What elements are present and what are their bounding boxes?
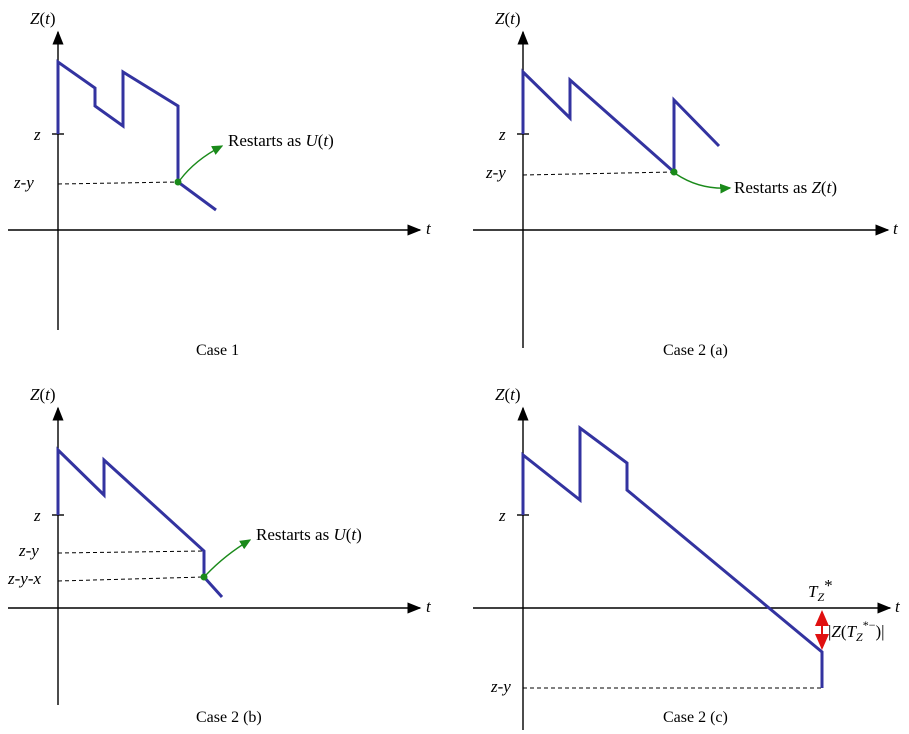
time-label-tz-star: TZ* <box>808 576 833 604</box>
restart-arrow <box>675 173 732 194</box>
overshoot-label: |Z(TZ*−)| <box>828 618 885 644</box>
level-guide-1 <box>57 550 205 554</box>
process-path <box>56 446 224 599</box>
y-axis-label: Z(t) <box>495 9 521 28</box>
y-axis-label: Z(t) <box>30 385 56 404</box>
panel-case-2b: Z(t) t z z-y z-y-x Restarts as U(t) Case… <box>7 385 432 726</box>
restart-arrow <box>205 539 252 576</box>
restart-annotation: Restarts as U(t) <box>228 131 334 150</box>
restart-point <box>200 573 208 581</box>
level-label-z-y-x: z-y-x <box>7 569 41 588</box>
panel-caption: Case 2 (b) <box>196 709 262 726</box>
process-path <box>521 68 721 176</box>
restart-point <box>670 168 678 176</box>
level-label-z-y: z-y <box>13 173 34 192</box>
process-path <box>521 425 824 688</box>
level-label-z: z <box>33 125 41 144</box>
level-label-z-y: z-y <box>485 163 506 182</box>
level-guide <box>522 171 675 176</box>
level-label-z: z <box>498 506 506 525</box>
level-label-z: z <box>33 506 41 525</box>
panel-case-2c: Z(t) t z z-y TZ* |Z(TZ*−)| Case 2 (c) <box>473 385 901 730</box>
panel-caption: Case 1 <box>196 342 239 359</box>
level-label-z-y: z-y <box>18 541 39 560</box>
restart-annotation: Restarts as Z(t) <box>734 178 837 197</box>
restart-point <box>174 178 182 186</box>
restart-annotation: Restarts as U(t) <box>256 525 362 544</box>
restart-arrow <box>179 145 224 181</box>
y-axis-label: Z(t) <box>495 385 521 404</box>
x-axis-label: t <box>426 219 432 238</box>
level-label-z-y: z-y <box>490 677 511 696</box>
panel-case-1: Z(t) t z z-y Restarts as U(t) Case 1 <box>8 9 432 359</box>
y-axis-label: Z(t) <box>30 9 56 28</box>
process-path <box>56 59 217 212</box>
x-axis-label: t <box>426 597 432 616</box>
panel-caption: Case 2 (c) <box>663 709 728 726</box>
x-axis-label: t <box>893 219 899 238</box>
x-axis-label: t <box>895 597 901 616</box>
level-guide <box>57 181 179 185</box>
panel-caption: Case 2 (a) <box>663 342 728 359</box>
level-label-z: z <box>498 125 506 144</box>
panel-case-2a: Z(t) t z z-y Restarts as Z(t) Case 2 (a) <box>473 9 899 359</box>
level-guide-2 <box>57 576 205 582</box>
